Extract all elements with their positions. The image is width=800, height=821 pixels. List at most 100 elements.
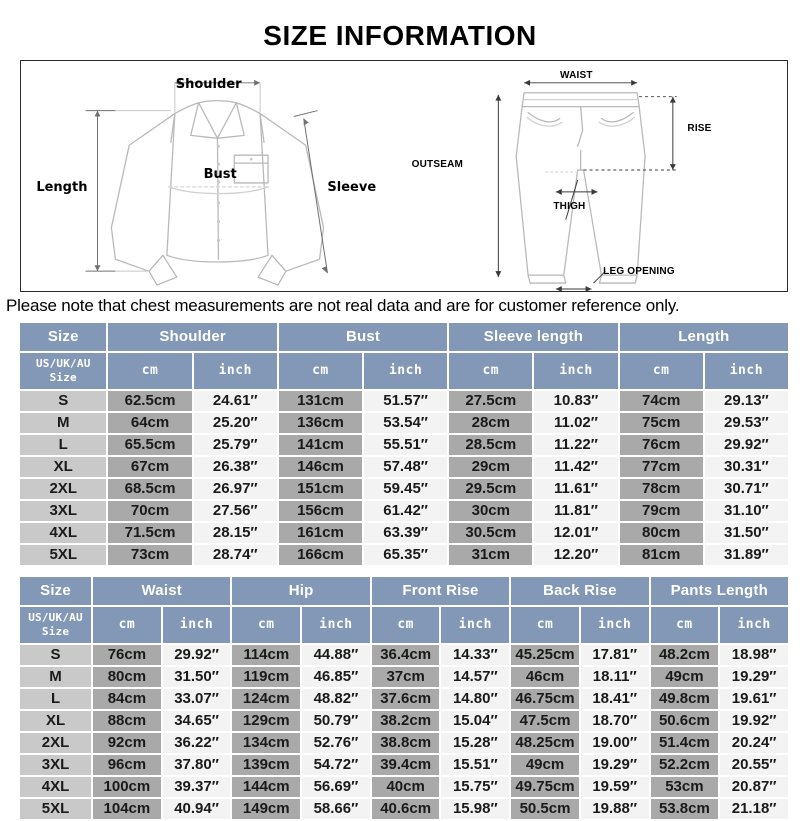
cell-inch: 20.55″ bbox=[720, 754, 788, 775]
table-row: 5XL 104cm 40.94″ 149cm 58.66″ 40.6cm 15.98″ 50.… bbox=[20, 798, 788, 819]
table-row: S 76cm 29.92″ 114cm 44.88″ 36.4cm 14.33″ 45.25c… bbox=[20, 644, 788, 665]
header-unit-cm: cm bbox=[619, 352, 703, 389]
cell-inch: 14.57″ bbox=[441, 666, 510, 687]
shirt-size-table: Size Shoulder Bust Sleeve length Length US/UK… bbox=[18, 321, 790, 567]
cell-inch: 11.22″ bbox=[534, 434, 618, 455]
header-size-region: US/UK/AU Size bbox=[20, 352, 107, 389]
cell-inch: 12.20″ bbox=[534, 544, 618, 565]
cell-cm: 75cm bbox=[619, 412, 703, 433]
cell-inch: 15.28″ bbox=[441, 732, 510, 753]
cell-cm: 27.5cm bbox=[449, 390, 533, 411]
cell-inch: 29.92″ bbox=[162, 644, 231, 665]
cell-inch: 21.18″ bbox=[720, 798, 788, 819]
cell-cm: 92cm bbox=[93, 732, 161, 753]
cell-cm: 146cm bbox=[278, 456, 363, 477]
header-group-pants-length: Pants Length bbox=[650, 576, 788, 605]
cell-inch: 30.71″ bbox=[704, 478, 788, 499]
cell-inch: 14.33″ bbox=[441, 644, 510, 665]
cell-cm: 30.5cm bbox=[449, 522, 533, 543]
table-row: L 65.5cm 25.79″ 141cm 55.51″ 28.5cm 11.22″ 76cm… bbox=[20, 434, 788, 455]
cell-size: M bbox=[20, 412, 107, 433]
cell-cm: 139cm bbox=[232, 754, 301, 775]
pants-label-leg-opening: LEG OPENING bbox=[603, 265, 675, 277]
cell-cm: 88cm bbox=[93, 710, 161, 731]
cell-cm: 134cm bbox=[232, 732, 301, 753]
table-body: S 62.5cm 24.61″ 131cm 51.57″ 27.5cm 10.83″ 74cm… bbox=[20, 390, 788, 565]
header-unit-cm: cm bbox=[650, 606, 719, 643]
cell-size: 2XL bbox=[20, 732, 92, 753]
cell-cm: 68.5cm bbox=[108, 478, 192, 499]
cell-cm: 81cm bbox=[619, 544, 703, 565]
table-row: XL 88cm 34.65″ 129cm 50.79″ 38.2cm 15.04″ 47.5c… bbox=[20, 710, 788, 731]
cell-inch: 31.50″ bbox=[704, 522, 788, 543]
unit-header-row: US/UK/AU Size cm inch cm inch cm inch cm inch bbox=[20, 352, 788, 389]
cell-cm: 53cm bbox=[650, 776, 719, 797]
cell-size: 3XL bbox=[20, 500, 107, 521]
cell-inch: 19.92″ bbox=[720, 710, 788, 731]
cell-size: 5XL bbox=[20, 544, 107, 565]
cell-inch: 36.22″ bbox=[162, 732, 231, 753]
pants-illustration-svg bbox=[495, 79, 677, 291]
cell-inch: 18.11″ bbox=[580, 666, 649, 687]
header-size: Size bbox=[20, 576, 92, 605]
page-title: SIZE INFORMATION bbox=[263, 20, 537, 51]
header-size-region: US/UK/AU Size bbox=[20, 606, 92, 643]
shirt-label-bust: Bust bbox=[203, 166, 237, 182]
cell-cm: 119cm bbox=[232, 666, 301, 687]
shirt-label-sleeve: Sleeve bbox=[327, 179, 377, 195]
cell-cm: 156cm bbox=[278, 500, 363, 521]
header-group-sleeve-length: Sleeve length bbox=[449, 322, 618, 351]
cell-inch: 31.89″ bbox=[704, 544, 788, 565]
header-unit-inch: inch bbox=[302, 606, 370, 643]
cell-size: L bbox=[20, 434, 107, 455]
cell-cm: 30cm bbox=[449, 500, 533, 521]
cell-size: XL bbox=[20, 456, 107, 477]
cell-cm: 129cm bbox=[232, 710, 301, 731]
header-group-front-rise: Front Rise bbox=[371, 576, 510, 605]
pants-size-table: Size Waist Hip Front Rise Back Rise Pants Len… bbox=[18, 575, 790, 821]
header-group-waist: Waist bbox=[93, 576, 231, 605]
pants-diagram: WAIST RISE OUTSEAM THIGH LEG OPENING bbox=[404, 61, 787, 291]
header-unit-cm: cm bbox=[511, 606, 579, 643]
header-unit-inch: inch bbox=[162, 606, 231, 643]
cell-cm: 48.2cm bbox=[650, 644, 719, 665]
cell-inch: 18.70″ bbox=[580, 710, 649, 731]
cell-inch: 11.61″ bbox=[534, 478, 618, 499]
cell-cm: 131cm bbox=[278, 390, 363, 411]
table-row: 3XL 70cm 27.56″ 156cm 61.42″ 30cm 11.81″ 79cm 31… bbox=[20, 500, 788, 521]
cell-cm: 29.5cm bbox=[449, 478, 533, 499]
unit-header-row: US/UK/AU Size cm inch cm inch cm inch cm inch cm in… bbox=[20, 606, 788, 643]
cell-inch: 15.98″ bbox=[441, 798, 510, 819]
table-row: S 62.5cm 24.61″ 131cm 51.57″ 27.5cm 10.83″ 74cm… bbox=[20, 390, 788, 411]
cell-size: M bbox=[20, 666, 92, 687]
cell-cm: 141cm bbox=[278, 434, 363, 455]
header-unit-inch: inch bbox=[364, 352, 448, 389]
cell-inch: 39.37″ bbox=[162, 776, 231, 797]
measurement-note: Please note that chest measurements are … bbox=[6, 296, 680, 315]
cell-inch: 29.13″ bbox=[704, 390, 788, 411]
cell-cm: 76cm bbox=[619, 434, 703, 455]
cell-inch: 25.20″ bbox=[193, 412, 277, 433]
table-row: M 64cm 25.20″ 136cm 53.54″ 28cm 11.02″ 75cm 29.5… bbox=[20, 412, 788, 433]
cell-inch: 29.53″ bbox=[704, 412, 788, 433]
cell-inch: 53.54″ bbox=[364, 412, 448, 433]
cell-inch: 28.15″ bbox=[193, 522, 277, 543]
cell-cm: 76cm bbox=[93, 644, 161, 665]
cell-cm: 46.75cm bbox=[511, 688, 579, 709]
header-unit-cm: cm bbox=[232, 606, 301, 643]
cell-inch: 25.79″ bbox=[193, 434, 277, 455]
cell-cm: 74cm bbox=[619, 390, 703, 411]
cell-cm: 79cm bbox=[619, 500, 703, 521]
cell-cm: 50.5cm bbox=[511, 798, 579, 819]
cell-inch: 57.48″ bbox=[364, 456, 448, 477]
cell-cm: 49.8cm bbox=[650, 688, 719, 709]
cell-inch: 37.80″ bbox=[162, 754, 231, 775]
cell-cm: 166cm bbox=[278, 544, 363, 565]
cell-size: 5XL bbox=[20, 798, 92, 819]
cell-inch: 58.66″ bbox=[302, 798, 370, 819]
cell-inch: 54.72″ bbox=[302, 754, 370, 775]
cell-cm: 78cm bbox=[619, 478, 703, 499]
table-spacer bbox=[18, 567, 790, 575]
cell-size: 3XL bbox=[20, 754, 92, 775]
cell-cm: 53.8cm bbox=[650, 798, 719, 819]
